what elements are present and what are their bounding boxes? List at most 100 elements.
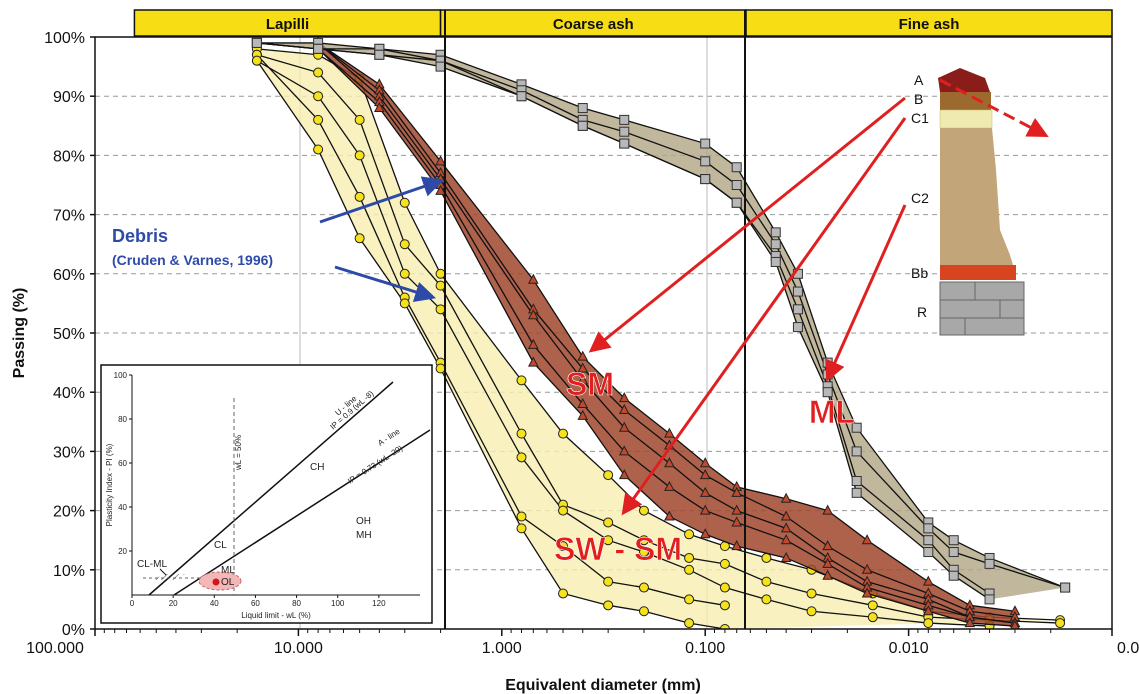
data-point — [577, 103, 588, 114]
data-point — [984, 594, 995, 605]
data-point — [354, 150, 365, 161]
data-point — [822, 557, 833, 568]
data-point — [558, 541, 569, 552]
profile-arrow-b — [588, 96, 906, 353]
data-point — [313, 43, 324, 54]
y-tick-label: 70% — [53, 208, 85, 225]
y-axis-ticks: 0% 10% 20% 30% 40% 50% 60% 70% 80% 90% 100% — [44, 30, 95, 639]
horizon-label-b: B — [914, 91, 923, 107]
data-point — [822, 540, 833, 551]
data-point — [516, 91, 527, 102]
inset-y-tick-label: 100 — [114, 371, 128, 380]
data-point — [780, 510, 792, 521]
data-point — [822, 357, 833, 368]
data-point — [923, 523, 934, 534]
data-point — [731, 504, 743, 515]
data-point — [638, 505, 649, 516]
data-point — [354, 114, 365, 125]
data-point — [923, 547, 934, 558]
horizon-label-bb: Bb — [911, 265, 928, 281]
data-point — [374, 49, 385, 60]
data-point — [313, 114, 324, 125]
data-point — [719, 624, 730, 629]
data-point — [699, 504, 711, 515]
data-point — [618, 421, 630, 432]
data-point — [770, 256, 781, 267]
data-point — [851, 476, 862, 486]
debris-label: Debris — [112, 226, 168, 246]
data-point — [577, 409, 589, 420]
plot-area — [251, 37, 1071, 629]
debris-source: (Cruden & Varnes, 1996) — [112, 252, 273, 268]
data-point — [399, 268, 410, 279]
series-line-khaki-3 — [256, 42, 990, 600]
data-point — [516, 523, 527, 534]
series-group-khaki — [251, 37, 1071, 605]
y-tick-label: 50% — [53, 326, 85, 343]
y-tick-label: 30% — [53, 444, 85, 461]
u-line — [148, 381, 394, 596]
profile-dashed-arrow — [939, 78, 1049, 137]
data-point — [822, 569, 833, 580]
class-label-sm: SM — [566, 366, 614, 402]
plasticity-chart-inset: 0 20 40 60 80 100 120 20 40 60 80 100 CH CL OH MH M… — [100, 364, 433, 624]
data-point — [638, 582, 649, 593]
data-point — [761, 552, 772, 563]
inset-y-label: Plasticity Index - PI (%) — [105, 443, 114, 526]
data-point — [861, 534, 873, 545]
data-point — [792, 304, 803, 315]
data-point — [619, 126, 630, 137]
data-point — [700, 138, 711, 149]
inset-x-tick-label: 20 — [169, 599, 178, 608]
data-point — [664, 480, 675, 491]
y-tick-label: 0% — [62, 622, 85, 639]
data-point — [1010, 619, 1020, 629]
data-point — [867, 600, 878, 611]
y-tick-label: 60% — [53, 267, 85, 284]
class-label-sw-sm: SW - SM — [554, 531, 682, 567]
data-point — [577, 397, 589, 409]
data-point — [399, 197, 410, 208]
data-point — [731, 197, 742, 208]
data-point — [700, 174, 711, 185]
data-point — [761, 576, 772, 587]
wl-50-label: wL = 50% — [234, 435, 243, 471]
data-point — [684, 564, 695, 575]
data-point — [964, 617, 976, 628]
data-point — [638, 535, 649, 546]
data-point — [719, 600, 730, 611]
y-tick-label: 100% — [44, 30, 85, 47]
band-2 — [745, 9, 1113, 37]
data-point — [618, 469, 630, 480]
data-point — [922, 605, 934, 616]
horizon-label-c2: C2 — [911, 190, 929, 206]
profile-arrow-c2 — [825, 204, 907, 382]
data-point — [619, 114, 630, 125]
data-point — [618, 392, 630, 403]
data-point — [603, 517, 614, 528]
data-point — [699, 528, 711, 539]
y-tick-label: 80% — [53, 148, 85, 165]
data-point — [354, 191, 365, 202]
debris-arrow — [334, 265, 437, 303]
data-point — [251, 37, 262, 48]
inset-y-tick-label: 40 — [118, 503, 127, 512]
data-point — [619, 138, 630, 149]
data-point — [822, 387, 833, 398]
inset-x-label: Liquid limit - wL (%) — [241, 611, 311, 620]
data-point — [719, 558, 730, 569]
band-label: Lapilli — [266, 16, 309, 33]
sample-point — [212, 578, 220, 586]
inset-x-tick-label: 0 — [130, 599, 135, 608]
data-point — [731, 486, 743, 497]
data-point — [435, 363, 446, 374]
cl-ml-hatch — [152, 574, 185, 580]
data-point — [861, 563, 873, 574]
band-1 — [439, 9, 747, 37]
profile-arrow-c1 — [621, 117, 907, 516]
data-point — [780, 492, 792, 503]
data-point — [923, 535, 934, 546]
data-point — [806, 588, 817, 599]
data-point — [527, 309, 539, 320]
data-point — [923, 618, 934, 629]
